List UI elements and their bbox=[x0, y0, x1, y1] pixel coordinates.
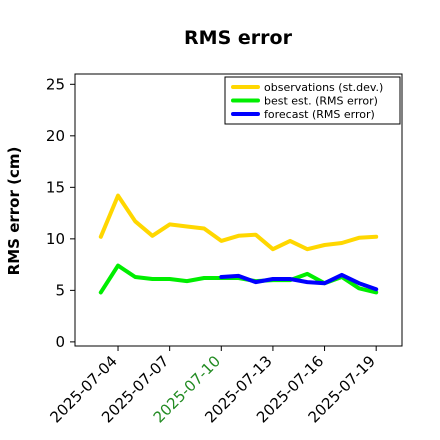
y-tick-label: 0 bbox=[55, 333, 65, 351]
series-layer bbox=[98, 193, 379, 295]
legend-entry: forecast (RMS error) bbox=[264, 108, 375, 121]
y-tick-label: 5 bbox=[55, 281, 65, 299]
y-axis-ticks: 0 5 10 15 20 25 bbox=[46, 75, 75, 351]
y-axis-label: RMS error (cm) bbox=[5, 147, 23, 276]
y-tick-label: 10 bbox=[46, 230, 65, 248]
series-line bbox=[98, 193, 379, 252]
plot-area bbox=[74, 73, 403, 347]
legend: observations (st.dev.)best est. (RMS err… bbox=[224, 76, 401, 125]
y-tick-label: 20 bbox=[46, 127, 65, 145]
y-tick-label: 25 bbox=[46, 75, 65, 93]
x-axis-ticks: 2025-07-042025-07-072025-07-102025-07-13… bbox=[46, 346, 379, 426]
series-line bbox=[219, 272, 379, 292]
legend-entry: observations (st.dev.) bbox=[264, 81, 383, 94]
chart-title: RMS error bbox=[184, 27, 293, 49]
y-tick-label: 15 bbox=[46, 178, 65, 196]
legend-entry: best est. (RMS error) bbox=[264, 95, 378, 108]
